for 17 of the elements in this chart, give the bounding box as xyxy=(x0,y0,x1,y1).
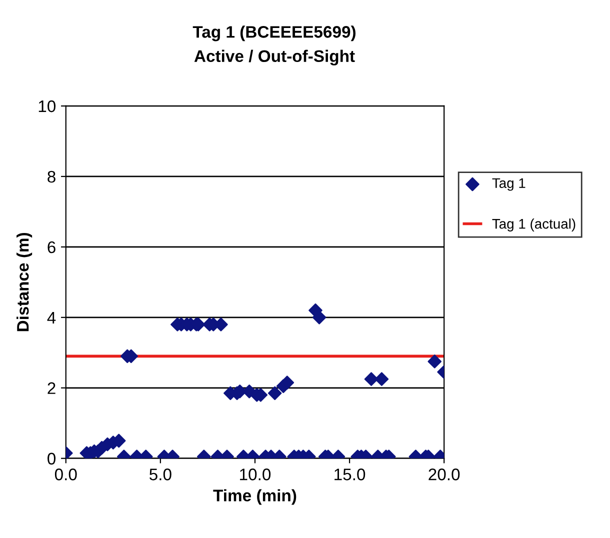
x-tick-label: 10.0 xyxy=(240,468,271,480)
x-tick-label: 5.0 xyxy=(150,468,172,480)
chart-title: Tag 1 (BCEEEE5699) xyxy=(192,26,356,42)
legend-label: Tag 1 xyxy=(492,178,526,191)
x-axis-title: Time (min) xyxy=(213,489,296,505)
y-tick-label: 10 xyxy=(38,100,56,112)
y-tick-label: 8 xyxy=(48,170,56,183)
legend-label: Tag 1 (actual) xyxy=(492,218,576,232)
y-tick-label: 4 xyxy=(47,312,56,324)
y-axis-title: Distance (m) xyxy=(16,232,32,332)
x-tick-label: 20.0 xyxy=(428,468,460,480)
x-tick-label: 0.0 xyxy=(54,468,77,480)
x-tick-label: 15.0 xyxy=(334,468,366,480)
y-tick-label: 2 xyxy=(48,382,56,394)
chart-subtitle: Active / Out-of-Sight xyxy=(194,50,355,66)
y-tick-label: 6 xyxy=(48,241,56,254)
y-tick-label: 0 xyxy=(48,452,56,465)
